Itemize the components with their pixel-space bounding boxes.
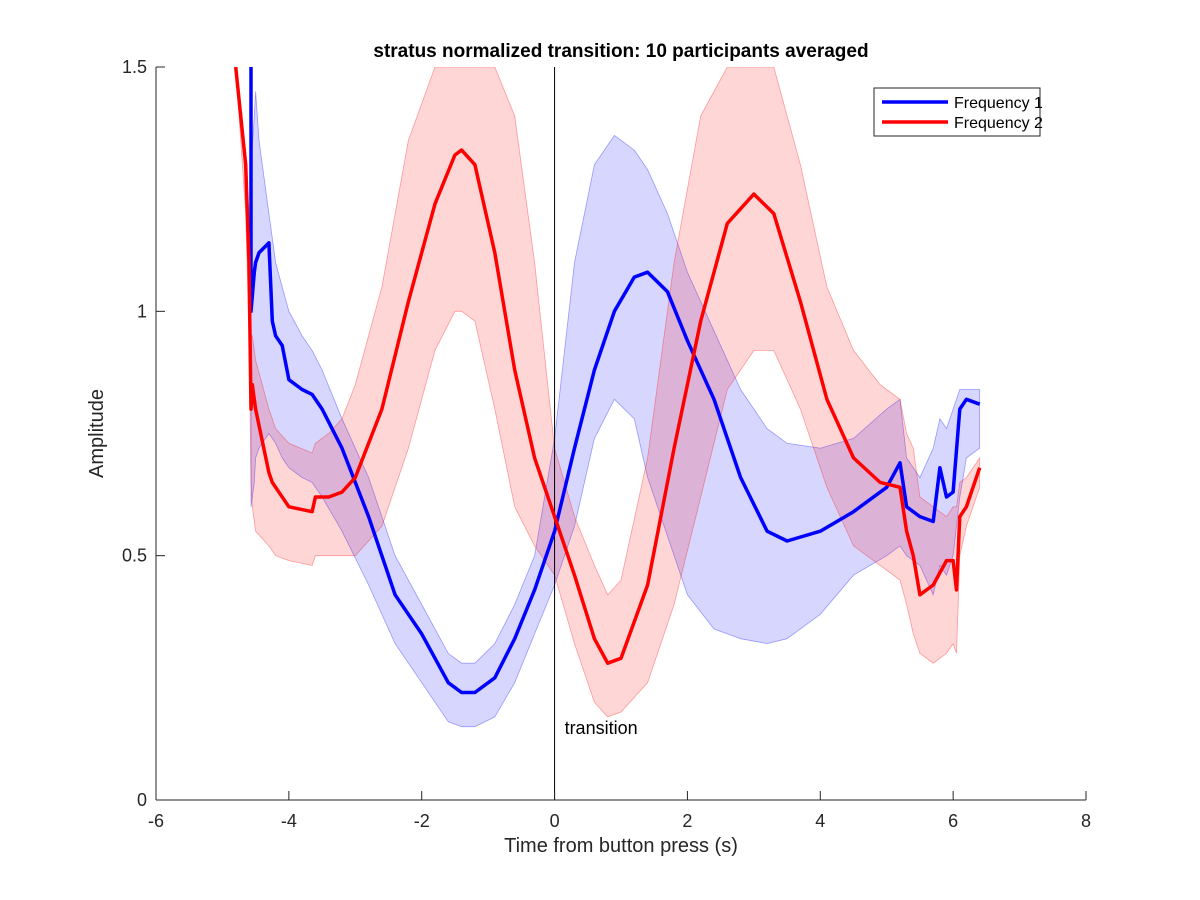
legend: Frequency 1 Frequency 2 bbox=[873, 87, 1043, 137]
series-1-error-band bbox=[250, 67, 981, 728]
y-tick-label: 1.5 bbox=[122, 57, 147, 77]
transition-annotation: transition bbox=[565, 718, 638, 738]
legend-label-series-1: Frequency 1 bbox=[954, 95, 1043, 112]
y-axis-label: Amplitude bbox=[86, 389, 108, 478]
legend-box bbox=[873, 87, 1041, 137]
axes: -6 -4 -2 0 2 4 6 8 0 0.5 1 1.5 bbox=[122, 57, 1091, 831]
chart-title: stratus normalized transition: 10 partic… bbox=[373, 41, 868, 62]
x-tick-label: -6 bbox=[148, 811, 164, 831]
y-tick-label: 1 bbox=[137, 301, 147, 321]
x-tick-label: 4 bbox=[815, 811, 825, 831]
plot-area bbox=[233, 67, 982, 800]
series-2-line bbox=[233, 67, 982, 665]
series-1-line bbox=[249, 67, 981, 695]
x-tick-label: 2 bbox=[682, 811, 692, 831]
x-tick-label: 8 bbox=[1081, 811, 1091, 831]
x-axis-label: Time from button press (s) bbox=[504, 835, 738, 857]
x-tick-label: 0 bbox=[550, 811, 560, 831]
x-tick-label: -4 bbox=[281, 811, 297, 831]
legend-label-series-2: Frequency 2 bbox=[954, 115, 1043, 132]
x-tick-label: 6 bbox=[948, 811, 958, 831]
y-tick-label: 0 bbox=[137, 790, 147, 810]
plot-content bbox=[233, 67, 982, 800]
x-tick-label: -2 bbox=[414, 811, 430, 831]
y-tick-label: 0.5 bbox=[122, 546, 147, 566]
